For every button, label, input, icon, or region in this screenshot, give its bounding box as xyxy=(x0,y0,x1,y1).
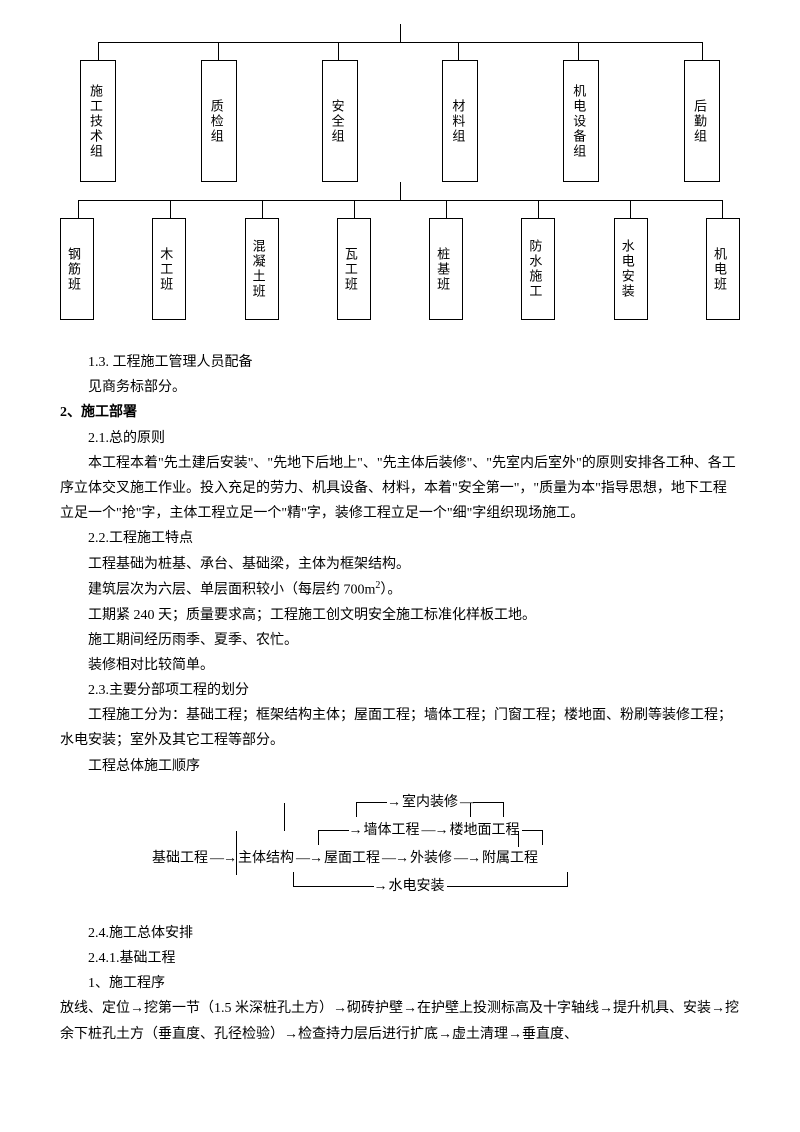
line-2-2-d: 施工期间经历雨季、夏季、农忙。 xyxy=(60,628,740,653)
org-box: 防水施工 xyxy=(521,218,555,320)
flow-mid-b: 楼地面工程 xyxy=(448,818,522,843)
seq-title: 工程总体施工顺序 xyxy=(60,754,740,779)
flow-main-5: 附属工程 xyxy=(480,846,540,871)
org-chart: 施工技术组 质检组 安全组 材料组 机电设备组 后勤组 钢筋班 木工班 混凝土班… xyxy=(60,60,740,320)
line-2-2-c: 工期紧 240 天；质量要求高；工程施工创文明安全施工标准化样板工地。 xyxy=(60,603,740,628)
section-2-4-1-sub: 1、施工程序 xyxy=(60,971,740,996)
para-2-1: 本工程本着"先土建后安装"、"先地下后地上"、"先主体后装修"、"先室内后室外"… xyxy=(60,451,740,527)
org-row-1: 施工技术组 质检组 安全组 材料组 机电设备组 后勤组 xyxy=(60,60,740,182)
org-box: 后勤组 xyxy=(684,60,720,182)
text: ）。 xyxy=(380,582,401,597)
org-box: 机电设备组 xyxy=(563,60,599,182)
text: 建筑层次为六层、单层面积较小（每层约 700m xyxy=(88,582,375,597)
flow-main-4: 外装修 xyxy=(408,846,454,871)
flow-main-2: 主体结构 xyxy=(236,846,296,871)
flow-main-3: 屋面工程 xyxy=(322,846,382,871)
arrow-icon: → xyxy=(349,818,362,843)
arrow-icon: —→ xyxy=(210,846,236,871)
org-box: 水电安装 xyxy=(614,218,648,320)
section-2-4: 2.4.施工总体安排 xyxy=(60,921,740,946)
arrow-icon: —→ xyxy=(454,846,480,871)
section-1-3: 1.3. 工程施工管理人员配备 xyxy=(60,350,740,375)
flow-top: 室内装修 xyxy=(400,790,460,815)
line-2-2-a: 工程基础为桩基、承台、基础梁，主体为框架结构。 xyxy=(60,552,740,577)
flow-main-1: 基础工程 xyxy=(150,846,210,871)
line-2-2-b: 建筑层次为六层、单层面积较小（每层约 700m2）。 xyxy=(60,577,740,603)
org-box: 施工技术组 xyxy=(80,60,116,182)
para-2-4-1: 放线、定位→挖第一节（1.5 米深桩孔土方）→砌砖护壁→在护壁上投测标高及十字轴… xyxy=(60,996,740,1046)
arrow-icon: —→ xyxy=(382,846,408,871)
org-row-2: 钢筋班 木工班 混凝土班 瓦工班 桩基班 防水施工 水电安装 机电班 xyxy=(60,218,740,320)
org-box: 质检组 xyxy=(201,60,237,182)
arrow-icon: —→ xyxy=(296,846,322,871)
org-box: 材料组 xyxy=(442,60,478,182)
section-2-1: 2.1.总的原则 xyxy=(60,426,740,451)
section-2-2: 2.2.工程施工特点 xyxy=(60,526,740,551)
flow-chart: → 室内装修 — → 墙体工程 —→ 楼地面工程 基础工程 —→ 主体结构 —→… xyxy=(140,789,660,901)
org-box: 木工班 xyxy=(152,218,186,320)
org-box: 机电班 xyxy=(706,218,740,320)
org-box: 安全组 xyxy=(322,60,358,182)
org-box: 瓦工班 xyxy=(337,218,371,320)
org-box: 钢筋班 xyxy=(60,218,94,320)
section-2-3: 2.3.主要分部项工程的划分 xyxy=(60,678,740,703)
para-2-3: 工程施工分为：基础工程；框架结构主体；屋面工程；墙体工程；门窗工程；楼地面、粉刷… xyxy=(60,703,740,753)
arrow-icon: — xyxy=(460,790,473,815)
arrow-icon: → xyxy=(374,874,387,899)
arrow-icon: —→ xyxy=(422,818,448,843)
org-box: 桩基班 xyxy=(429,218,463,320)
line-2-2-e: 装修相对比较简单。 xyxy=(60,653,740,678)
arrow-icon: → xyxy=(387,790,400,815)
section-1-3-body: 见商务标部分。 xyxy=(60,375,740,400)
flow-bottom: 水电安装 xyxy=(387,874,447,899)
section-2: 2、施工部署 xyxy=(60,400,740,425)
org-box: 混凝土班 xyxy=(245,218,279,320)
section-2-4-1: 2.4.1.基础工程 xyxy=(60,946,740,971)
flow-mid-a: 墙体工程 xyxy=(362,818,422,843)
